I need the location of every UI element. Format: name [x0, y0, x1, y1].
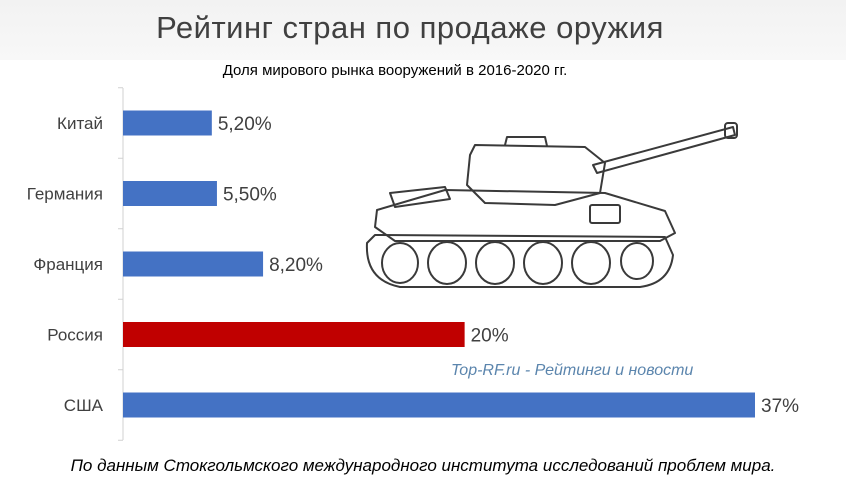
value-label: 5,20% — [218, 114, 272, 135]
value-label: 8,20% — [269, 255, 323, 276]
bar — [123, 181, 217, 206]
source-footnote: По данным Стокгольмского международного … — [70, 456, 776, 475]
value-label: 5,50% — [223, 185, 277, 206]
category-label: Китай — [57, 114, 103, 133]
chart-title: Рейтинг стран по продаже оружия — [156, 10, 664, 45]
category-label: Франция — [33, 255, 103, 274]
category-label: Германия — [27, 185, 103, 204]
bar — [123, 110, 212, 136]
bar — [123, 392, 755, 418]
category-label: Россия — [47, 326, 103, 345]
tank-icon — [365, 122, 738, 288]
bar — [123, 322, 465, 347]
value-label: 20% — [471, 326, 509, 347]
bar — [123, 251, 264, 277]
watermark: Top-RF.ru - Рейтинги и новости — [451, 362, 694, 379]
category-label: США — [64, 396, 104, 415]
value-label: 37% — [761, 396, 799, 417]
header-band — [0, 0, 846, 60]
chart-subtitle: Доля мирового рынка вооружений в 2016-20… — [222, 62, 568, 79]
